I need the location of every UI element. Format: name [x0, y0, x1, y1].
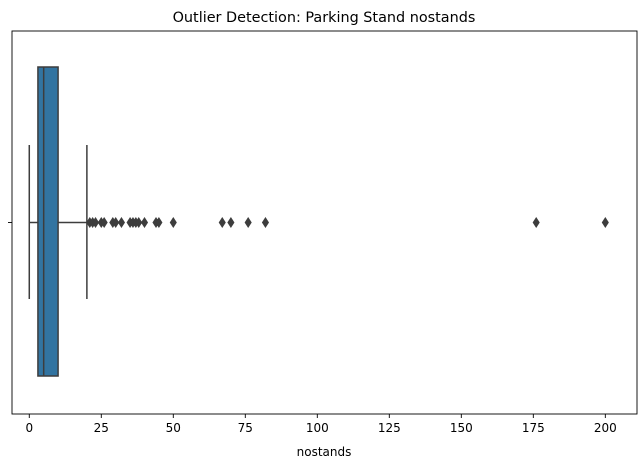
x-tick-label: 125 [378, 421, 401, 435]
x-axis: 0 25 50 75 100 125 150 175 200 [25, 414, 617, 435]
outlier-point [112, 216, 120, 229]
outlier-point [218, 216, 226, 229]
x-tick-label: 25 [94, 421, 109, 435]
x-tick-label: 0 [25, 421, 33, 435]
x-tick-label: 50 [166, 421, 181, 435]
x-tick-label: 75 [238, 421, 253, 435]
outlier-point [155, 216, 163, 229]
box-plot [28, 66, 88, 377]
plot-area: 0 25 50 75 100 125 150 175 200 [8, 30, 638, 435]
outlier-points [86, 216, 609, 229]
outlier-point [91, 216, 100, 229]
outlier-point [135, 216, 143, 229]
outlier-point [601, 216, 609, 229]
x-tick-label: 175 [522, 421, 545, 435]
outlier-point [100, 216, 108, 229]
x-axis-label: nostands [297, 445, 352, 459]
x-tick-label: 200 [594, 421, 617, 435]
x-tick-label: 150 [450, 421, 473, 435]
x-tick-label: 100 [306, 421, 329, 435]
outlier-point [227, 216, 235, 229]
chart-title: Outlier Detection: Parking Stand nostand… [173, 10, 476, 26]
outlier-point [140, 216, 149, 229]
outlier-point [244, 216, 252, 229]
outlier-point [169, 216, 177, 229]
outlier-point [532, 216, 540, 229]
iqr-box [37, 66, 59, 377]
outlier-point [117, 216, 126, 229]
outlier-point [261, 216, 270, 229]
